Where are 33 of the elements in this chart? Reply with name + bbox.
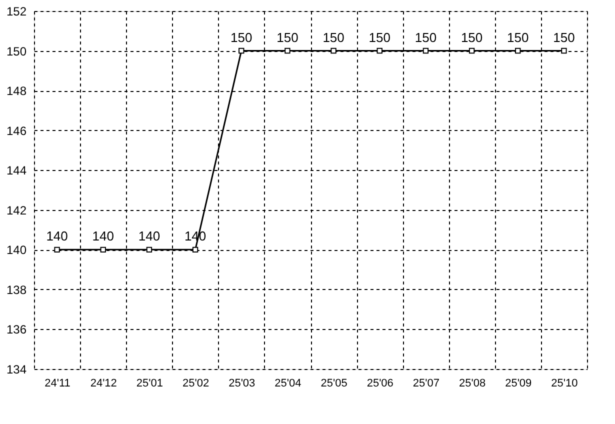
x-tick-label: 25'09	[505, 378, 532, 390]
y-tick-label: 144	[6, 164, 27, 178]
data-label: 140	[92, 228, 114, 244]
y-tick-label: 152	[6, 4, 27, 18]
y-tick-label: 138	[6, 282, 27, 297]
x-tick-label: 25'07	[412, 378, 440, 390]
data-label: 150	[507, 30, 529, 45]
x-tick-label: 24'11	[44, 378, 70, 390]
data-label: 150	[368, 30, 390, 45]
data-label: 150	[322, 30, 344, 45]
x-tick-label: 25'02	[182, 378, 210, 390]
data-label: 150	[460, 30, 483, 45]
x-tick-label: 25'05	[320, 378, 348, 390]
y-tick-label: 142	[6, 203, 27, 218]
y-tick-label: 136	[6, 322, 27, 337]
y-tick-label: 150	[6, 44, 27, 58]
data-label: 140	[46, 228, 68, 244]
x-tick-label: 25'04	[274, 378, 302, 390]
data-label: 150	[553, 30, 575, 45]
x-tick-label: 25'03	[228, 378, 256, 390]
data-label: 150	[230, 30, 252, 45]
x-tick-label: 25'10	[551, 378, 578, 390]
x-tick-label: 25'06	[366, 378, 394, 390]
x-tick-label: 25'01	[136, 378, 163, 390]
y-tick-label: 134	[6, 362, 27, 376]
y-tick-label: 146	[6, 124, 27, 138]
y-tick-label: 148	[6, 84, 27, 98]
x-tick-label: 25'08	[459, 378, 486, 390]
data-label: 150	[414, 30, 437, 45]
x-tick-label: 24'12	[90, 378, 117, 390]
data-label: 150	[276, 30, 298, 45]
y-tick-label: 140	[6, 243, 27, 258]
data-label: 140	[138, 228, 160, 244]
